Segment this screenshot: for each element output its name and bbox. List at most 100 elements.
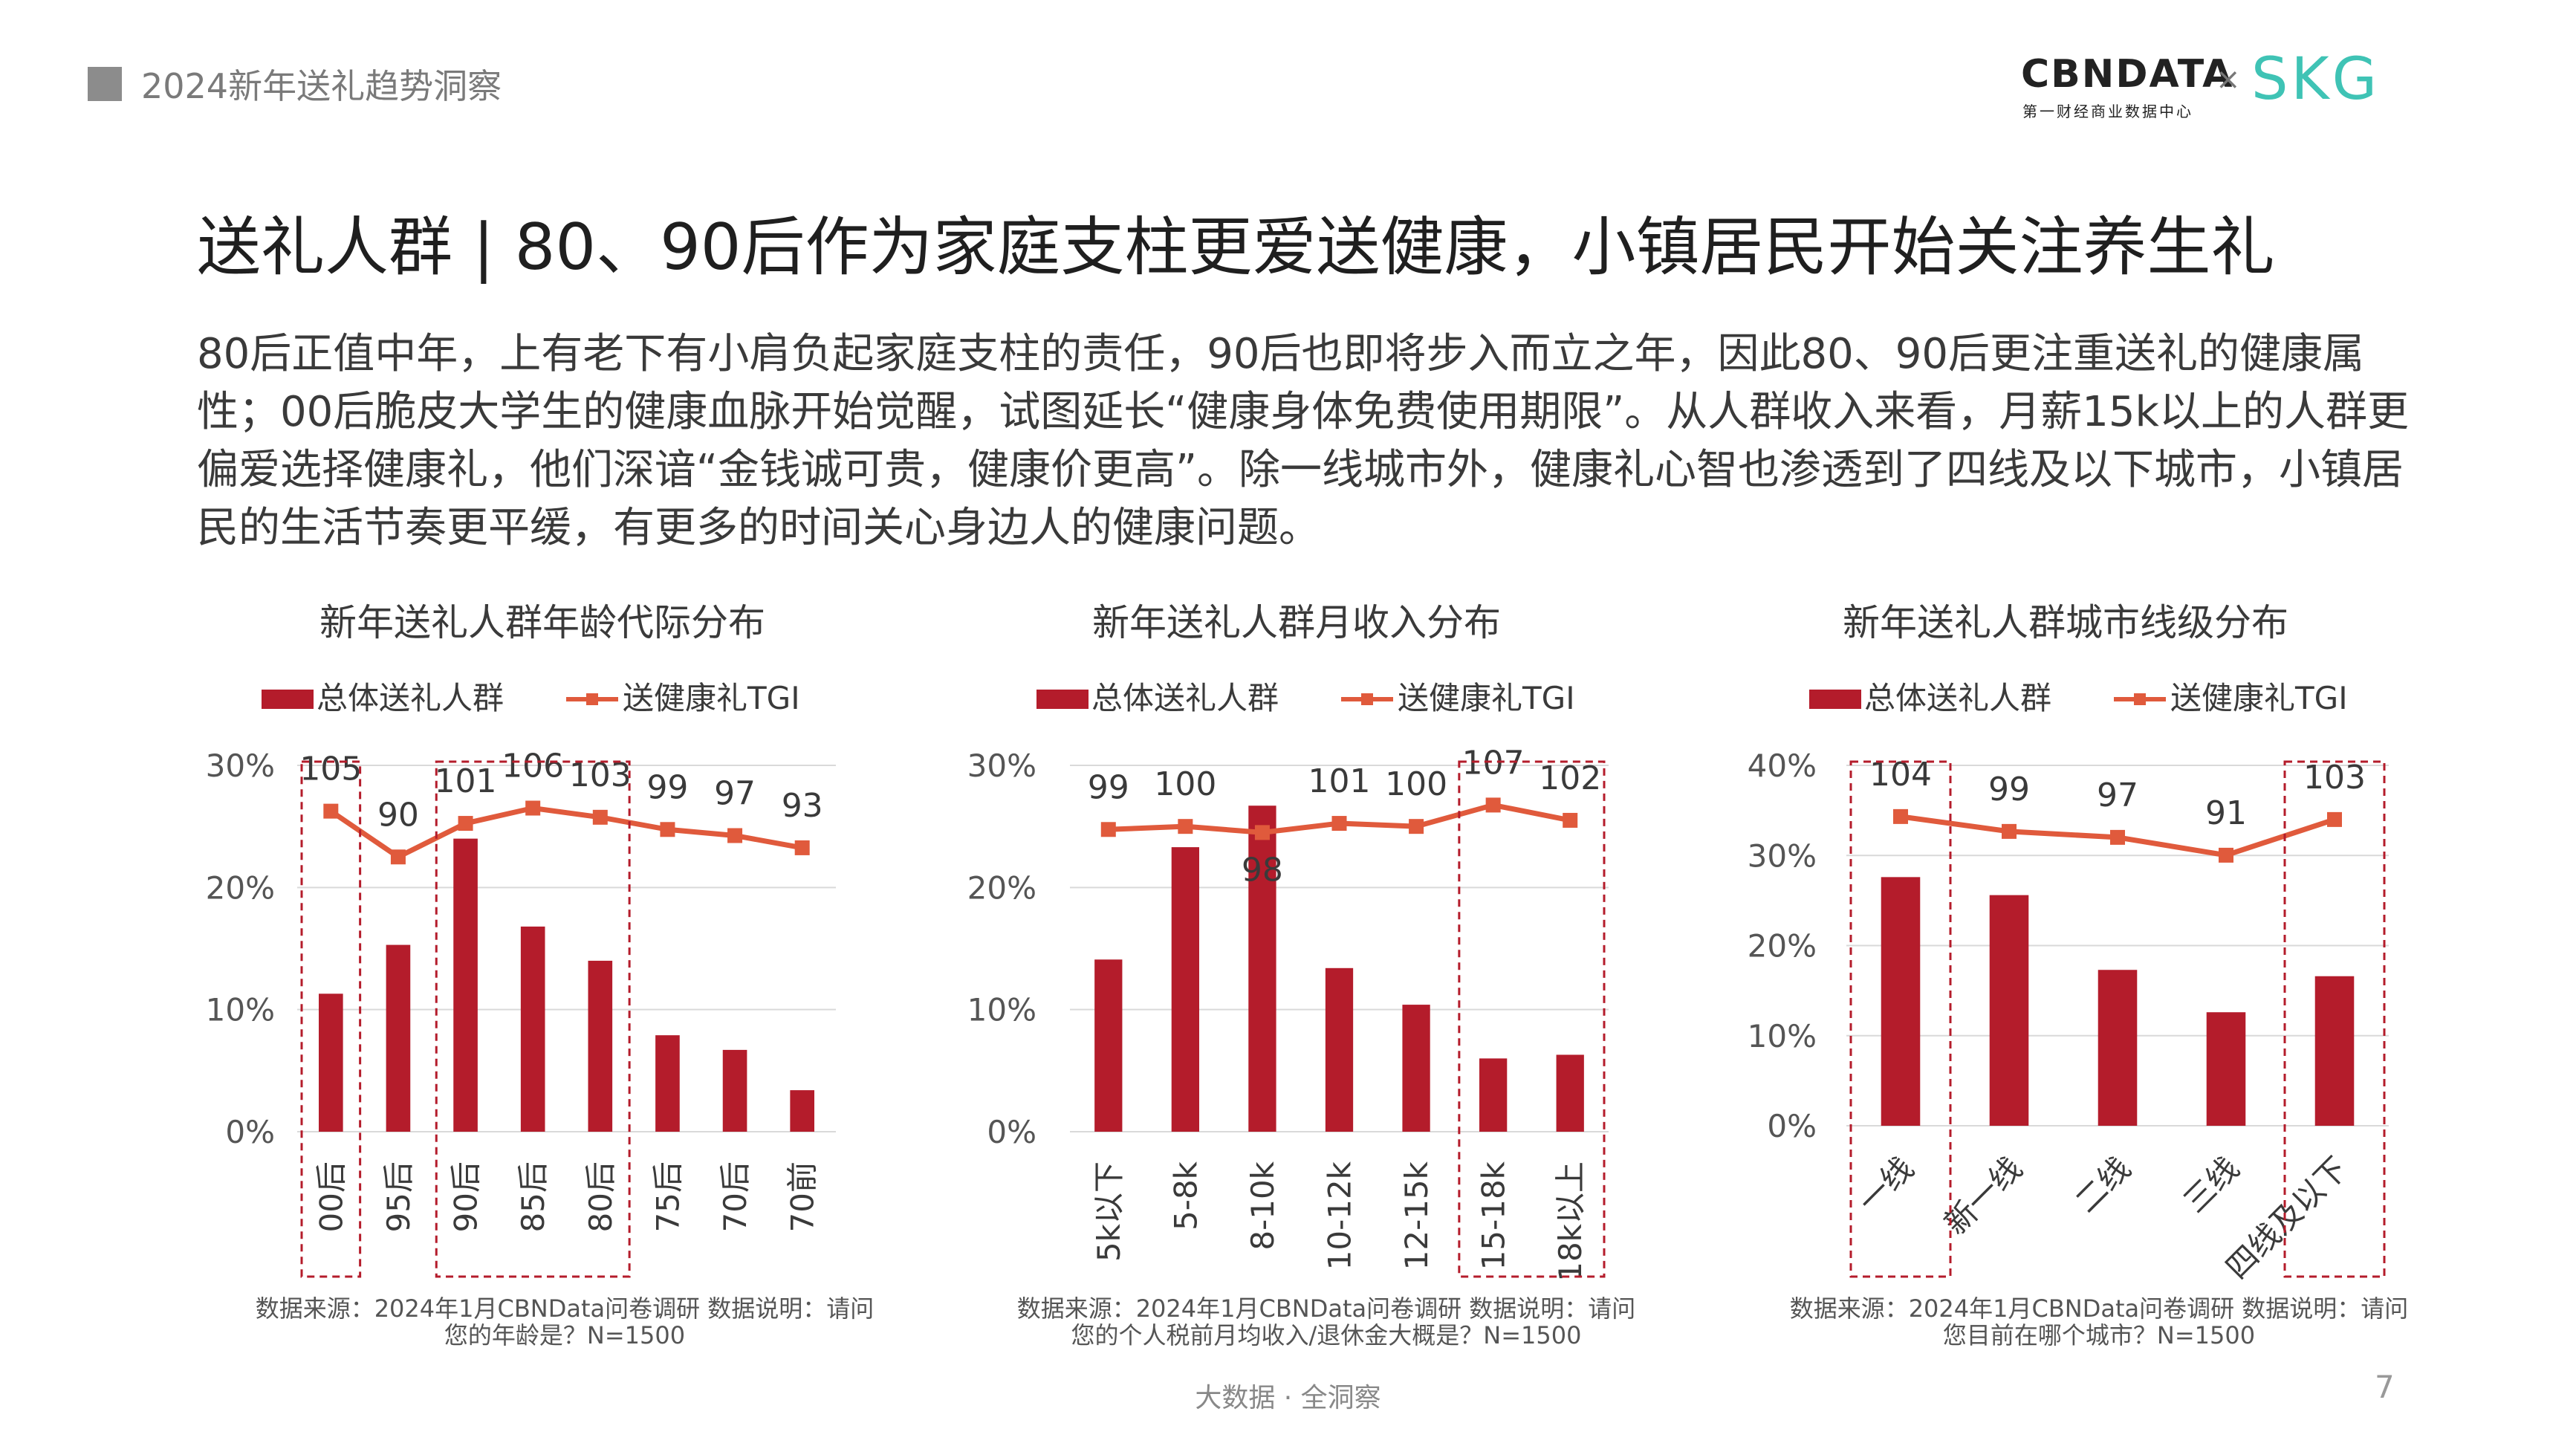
tgi-data-label: 100 (1385, 765, 1447, 803)
bar (1402, 1005, 1430, 1132)
bar (1881, 877, 1921, 1126)
tgi-data-label: 99 (1088, 768, 1129, 806)
bar (722, 1049, 747, 1132)
page-title: 送礼人群 | 80、90后作为家庭支柱更爱送健康，小镇居民开始关注养生礼 (197, 210, 2275, 285)
bar (453, 838, 478, 1132)
y-tick-label: 20% (967, 869, 1036, 906)
tgi-point (1893, 808, 1908, 824)
y-tick-label: 10% (1748, 1018, 1817, 1054)
footer-slogan: 大数据 · 全洞察 (1195, 1383, 1381, 1413)
highlight-box (1849, 760, 1952, 1278)
x-tick-label: 三线 (2176, 1150, 2246, 1219)
tgi-point (323, 803, 339, 819)
legend-label-line: 送健康礼TGI (2170, 680, 2348, 716)
bar (1094, 959, 1123, 1132)
bar (1556, 1054, 1584, 1132)
x-tick-label: 18k以上 (1552, 1161, 1589, 1282)
tgi-data-label: 99 (646, 768, 688, 806)
tgi-point (390, 849, 406, 865)
y-tick-label: 30% (1748, 837, 1817, 874)
legend-line-marker (586, 693, 598, 705)
tgi-point (1409, 819, 1424, 834)
legend-bar-swatch (1036, 690, 1089, 709)
bar (588, 960, 613, 1132)
tgi-data-label: 97 (2097, 777, 2138, 814)
x-tick-label: 85后 (515, 1161, 551, 1232)
legend-line-marker (2134, 693, 2146, 705)
bar (2206, 1012, 2246, 1126)
y-tick-label: 40% (1748, 748, 1817, 784)
source-note: 数据来源：2024年1月CBNData问卷调研 数据说明：请问您的年龄是？N=1… (256, 1294, 875, 1349)
chart-title: 新年送礼人群月收入分布 (1092, 601, 1501, 644)
x-tick-label: 8-10k (1245, 1161, 1281, 1250)
x-tick-label: 90后 (448, 1161, 484, 1232)
chart-title: 新年送礼人群年龄代际分布 (319, 601, 765, 644)
legend-label-line: 送健康礼TGI (1398, 680, 1575, 716)
intro-paragraph: 80后正值中年，上有老下有小肩负起家庭支柱的责任，90后也即将步入而立之年，因此… (197, 330, 2409, 552)
legend-bar-swatch (1809, 690, 1861, 709)
x-tick-label: 70后 (717, 1161, 753, 1232)
x-tick-label: 12-15k (1398, 1161, 1435, 1270)
y-tick-label: 10% (967, 992, 1036, 1028)
y-tick-label: 20% (206, 869, 275, 906)
x-tick-label: 15-18k (1476, 1161, 1512, 1270)
highlight-box (2283, 760, 2386, 1278)
tgi-point (1563, 812, 1578, 828)
bar (520, 926, 545, 1132)
legend-label-bar: 总体送礼人群 (1091, 680, 1279, 716)
legend-line-marker (1361, 693, 1373, 705)
tgi-point (525, 800, 541, 816)
tgi-point (1100, 822, 1116, 837)
tgi-point (592, 809, 608, 825)
x-tick-label: 80后 (583, 1161, 619, 1232)
tgi-point (1254, 825, 1270, 840)
tgi-data-label: 101 (1308, 762, 1371, 800)
y-tick-label: 0% (225, 1114, 275, 1150)
x-tick-label: 二线 (2068, 1150, 2138, 1219)
y-tick-label: 10% (206, 992, 275, 1028)
page-number: 7 (2375, 1369, 2395, 1405)
logo-times-symbol: × (2216, 62, 2241, 97)
tgi-data-label: 91 (2205, 794, 2247, 832)
tgi-point (2002, 823, 2017, 839)
x-tick-label: 95后 (380, 1161, 417, 1232)
tgi-point (2219, 847, 2233, 863)
y-tick-label: 20% (1748, 928, 1817, 965)
bar (319, 993, 343, 1132)
tgi-point (2327, 811, 2342, 827)
x-tick-label: 75后 (649, 1161, 686, 1232)
tgi-data-label: 100 (1154, 765, 1216, 803)
tgi-data-label: 99 (1988, 771, 2030, 808)
legend-label-bar: 总体送礼人群 (1864, 680, 2051, 716)
tgi-point (660, 822, 675, 837)
highlight-box (1458, 760, 1606, 1278)
cbndata-logo-subtitle: 第一财经商业数据中心 (2022, 103, 2193, 120)
tgi-data-label: 98 (1242, 851, 1283, 889)
tgi-data-label: 90 (377, 796, 419, 834)
bar (655, 1035, 680, 1132)
tgi-data-label: 93 (782, 787, 823, 825)
tgi-point (458, 816, 473, 832)
bar (1171, 847, 1199, 1132)
x-tick-label: 5k以下 (1091, 1161, 1127, 1262)
tgi-point (727, 828, 743, 843)
tgi-data-label: 103 (2303, 759, 2366, 797)
bar (386, 944, 411, 1132)
tgi-line (329, 805, 803, 860)
x-tick-label: 70前 (785, 1161, 821, 1232)
tgi-data-label: 107 (1462, 744, 1525, 782)
x-tick-label: 一线 (1851, 1150, 1921, 1219)
y-tick-label: 30% (967, 748, 1036, 784)
tgi-point (794, 840, 810, 855)
tgi-data-label: 97 (714, 774, 756, 812)
header-square-icon (88, 67, 122, 101)
tgi-point (2110, 829, 2125, 845)
y-tick-label: 30% (206, 748, 275, 784)
source-note: 数据来源：2024年1月CBNData问卷调研 数据说明：请问您的个人税前月均收… (1017, 1294, 1636, 1349)
bar (2098, 970, 2138, 1126)
bar (1479, 1058, 1508, 1132)
legend-bar-swatch (262, 690, 314, 709)
y-tick-label: 0% (987, 1114, 1036, 1150)
tgi-data-label: 106 (502, 748, 564, 785)
